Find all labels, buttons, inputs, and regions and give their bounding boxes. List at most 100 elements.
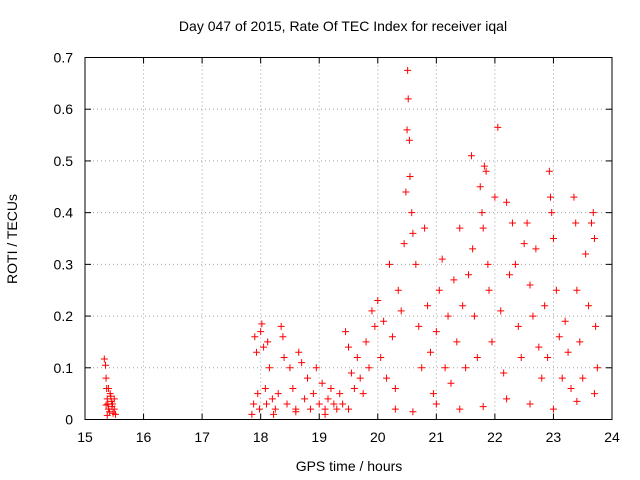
data-point (111, 410, 119, 418)
x-axis-label: GPS time / hours (296, 458, 403, 474)
data-point (270, 410, 278, 418)
data-point (503, 395, 511, 403)
data-point (385, 260, 393, 268)
data-point (102, 374, 110, 382)
data-point (409, 408, 417, 416)
data-point (476, 183, 484, 191)
data-point (336, 390, 344, 398)
y-tick-label: 0.5 (54, 153, 74, 169)
data-point (359, 390, 367, 398)
data-point (374, 297, 382, 305)
data-point (345, 343, 352, 351)
data-point (258, 320, 266, 328)
data-point (350, 384, 358, 392)
data-point (479, 224, 487, 232)
data-point (274, 390, 282, 398)
data-point (255, 405, 263, 413)
data-point (380, 317, 388, 325)
data-point (397, 307, 405, 315)
data-point (365, 364, 373, 372)
data-point (405, 136, 413, 144)
y-tick-label: 0.4 (54, 205, 74, 221)
data-point (491, 193, 499, 201)
data-point (403, 126, 411, 134)
data-point (333, 405, 341, 413)
data-point (589, 209, 597, 217)
x-tick-label: 19 (311, 429, 327, 445)
data-point (109, 400, 117, 408)
data-point (301, 395, 309, 403)
data-point (315, 400, 323, 408)
data-point (271, 405, 279, 413)
data-point (511, 260, 519, 268)
data-point (478, 209, 486, 217)
data-point (250, 400, 258, 408)
data-point (479, 403, 487, 411)
data-point (462, 364, 470, 372)
data-point (485, 286, 493, 294)
data-point (277, 322, 285, 330)
data-point (106, 408, 114, 416)
data-point (408, 209, 416, 217)
data-point (248, 410, 256, 418)
data-point (402, 188, 410, 196)
data-point (101, 361, 109, 369)
data-point (324, 395, 332, 403)
data-point (342, 328, 350, 336)
data-point (506, 271, 514, 279)
data-point (253, 348, 261, 356)
data-point (535, 343, 543, 351)
data-point (283, 400, 291, 408)
data-point (545, 167, 553, 175)
data-point (286, 364, 294, 372)
data-point (429, 390, 437, 398)
data-point (110, 405, 118, 413)
data-point (470, 312, 478, 320)
data-point (383, 374, 391, 382)
x-tick-label: 16 (136, 429, 152, 445)
data-point (339, 400, 347, 408)
data-point (289, 384, 297, 392)
x-tick-label: 23 (546, 429, 562, 445)
data-point (404, 95, 412, 103)
data-point (588, 219, 596, 227)
data-point (484, 260, 492, 268)
data-point (488, 338, 496, 346)
data-point (459, 302, 467, 310)
y-tick-label: 0.2 (54, 308, 74, 324)
data-point (347, 369, 355, 377)
data-point (391, 405, 399, 413)
data-point (592, 322, 600, 330)
data-point (582, 250, 590, 258)
data-point (280, 353, 288, 361)
data-point (572, 219, 580, 227)
y-tick-label: 0.7 (54, 50, 74, 66)
data-point (532, 245, 540, 253)
data-point (260, 343, 268, 351)
data-point (593, 364, 601, 372)
data-point (421, 224, 429, 232)
data-point (432, 400, 440, 408)
x-tick-label: 24 (604, 429, 620, 445)
data-point (102, 401, 110, 409)
data-point (482, 167, 490, 175)
data-point (394, 286, 402, 294)
data-point (251, 333, 259, 341)
data-point (304, 374, 312, 382)
data-point (503, 198, 511, 206)
data-point (585, 302, 593, 310)
data-point (548, 209, 556, 217)
data-point (353, 353, 361, 361)
x-tick-label: 15 (77, 429, 93, 445)
data-point (100, 355, 108, 363)
data-point (391, 384, 399, 392)
data-point (576, 338, 584, 346)
x-tick-label: 21 (429, 429, 445, 445)
data-point (263, 400, 271, 408)
data-point (547, 193, 555, 201)
data-point (356, 374, 364, 382)
data-point (441, 364, 449, 372)
data-point (409, 229, 417, 237)
y-tick-label: 0.1 (54, 360, 74, 376)
